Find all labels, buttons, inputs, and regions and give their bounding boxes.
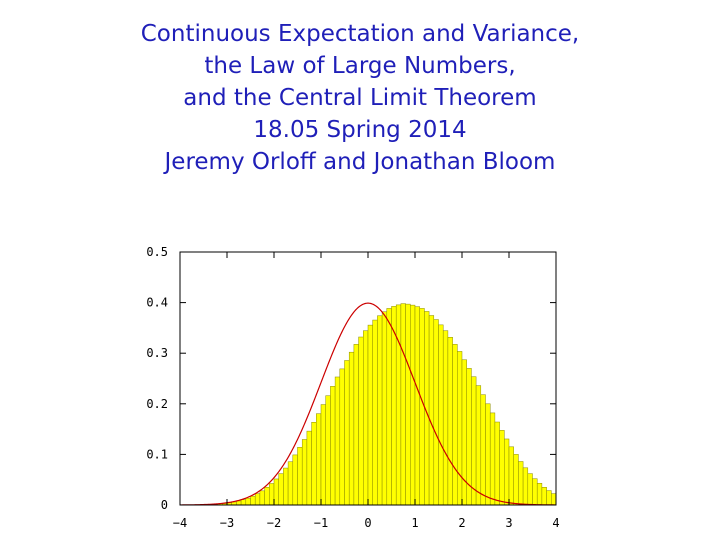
histogram-bar xyxy=(245,497,251,506)
histogram-bar xyxy=(485,403,491,506)
histogram-bar xyxy=(410,304,416,506)
y-tick-label: 0.2 xyxy=(146,397,168,411)
histogram-bar xyxy=(536,482,543,506)
histogram-bar xyxy=(320,404,326,506)
histogram-bar xyxy=(377,315,383,506)
histogram-bar xyxy=(433,319,439,506)
histogram-bar xyxy=(499,430,505,506)
histogram-bar xyxy=(386,308,392,506)
histogram-bar xyxy=(551,493,557,506)
histogram-bar xyxy=(471,376,477,506)
histogram-bar xyxy=(372,319,378,506)
histogram-bar xyxy=(532,478,538,506)
histogram-bar xyxy=(348,351,355,506)
x-tick-label: −3 xyxy=(220,516,234,530)
histogram-bar xyxy=(513,454,519,506)
histogram-bar xyxy=(461,359,467,506)
author-line: Jeremy Orloff and Jonathan Bloom xyxy=(164,149,556,175)
histogram-bar xyxy=(292,454,298,506)
histogram-bar xyxy=(546,490,552,506)
y-tick-label: 0.3 xyxy=(146,346,168,360)
histogram-bar xyxy=(428,315,435,506)
histogram-bars xyxy=(179,303,557,506)
x-tick-label: 0 xyxy=(364,516,371,530)
histogram-bar xyxy=(240,499,247,506)
x-tick-label: 3 xyxy=(505,516,512,530)
histogram-bar xyxy=(442,330,449,506)
title-line-2: the Law of Large Numbers, xyxy=(204,53,516,79)
x-tick-label: −2 xyxy=(267,516,281,530)
x-tick-label: −4 xyxy=(173,516,187,530)
title-line-3: and the Central Limit Theorem xyxy=(183,85,537,111)
histogram-bar xyxy=(541,487,547,506)
histogram-bar xyxy=(353,344,359,506)
histogram-bar xyxy=(381,311,388,506)
histogram-bar xyxy=(330,386,336,506)
histogram-bar xyxy=(504,438,510,506)
normal-pdf-curve xyxy=(180,302,556,506)
histogram-bar xyxy=(518,461,524,506)
y-tick-label: 0.4 xyxy=(146,296,168,310)
histogram-bar xyxy=(344,360,350,506)
histogram-bar xyxy=(236,500,242,506)
histogram-bar xyxy=(301,439,308,506)
histogram-bar xyxy=(273,478,279,506)
histogram-bar xyxy=(254,493,261,506)
histogram-bar xyxy=(339,368,345,506)
histogram-bar xyxy=(297,447,303,506)
histogram-bar xyxy=(311,422,317,506)
histogram-bar xyxy=(508,446,514,506)
histogram-bar xyxy=(287,461,294,506)
histogram-bar xyxy=(475,385,482,506)
histogram-bar xyxy=(480,394,486,506)
histogram-bar xyxy=(278,473,284,506)
histogram-bar xyxy=(527,473,533,506)
title-line-1: Continuous Expectation and Variance, xyxy=(140,21,580,47)
x-tick-label: 4 xyxy=(552,516,559,530)
x-tick-label: −1 xyxy=(314,516,328,530)
histogram-bar xyxy=(316,413,322,506)
y-tick-label: 0.1 xyxy=(146,447,168,461)
histogram-bar xyxy=(489,412,496,506)
histogram-bar xyxy=(367,324,373,506)
histogram-bar xyxy=(325,395,331,506)
histogram-bar xyxy=(395,304,402,506)
y-tick-label: 0 xyxy=(161,498,168,512)
histogram-bar xyxy=(457,351,463,506)
histogram-bar xyxy=(259,490,265,506)
histogram-bar xyxy=(414,306,420,506)
histogram-bar xyxy=(358,336,364,506)
histogram-bar xyxy=(522,467,529,506)
histogram-bar xyxy=(334,376,341,506)
histogram-bar xyxy=(405,303,411,506)
histogram-bar xyxy=(400,303,406,506)
histogram-bar xyxy=(363,330,369,506)
histogram-bar xyxy=(494,421,500,506)
histogram-bar xyxy=(269,483,275,506)
y-tick-label: 0.5 xyxy=(146,245,168,259)
histogram-bar xyxy=(452,344,458,506)
histogram-bar xyxy=(283,467,289,506)
y-axis-ticks: 0 0.1 0.2 0.3 0.4 0.5 xyxy=(146,245,556,512)
slide-title: Continuous Expectation and Variance, the… xyxy=(0,18,720,178)
histogram-bar xyxy=(306,430,312,506)
histogram-bar xyxy=(438,324,444,506)
x-tick-label: 1 xyxy=(411,516,418,530)
histogram-bar xyxy=(447,337,453,506)
histogram-bar xyxy=(419,308,425,506)
x-tick-label: 2 xyxy=(458,516,465,530)
title-line-4: 18.05 Spring 2014 xyxy=(253,117,467,143)
histogram-bar xyxy=(264,487,270,506)
x-axis-ticks: −4 −3 −2 −1 0 1 2 3 4 xyxy=(173,252,560,530)
histogram-bar xyxy=(250,495,256,506)
